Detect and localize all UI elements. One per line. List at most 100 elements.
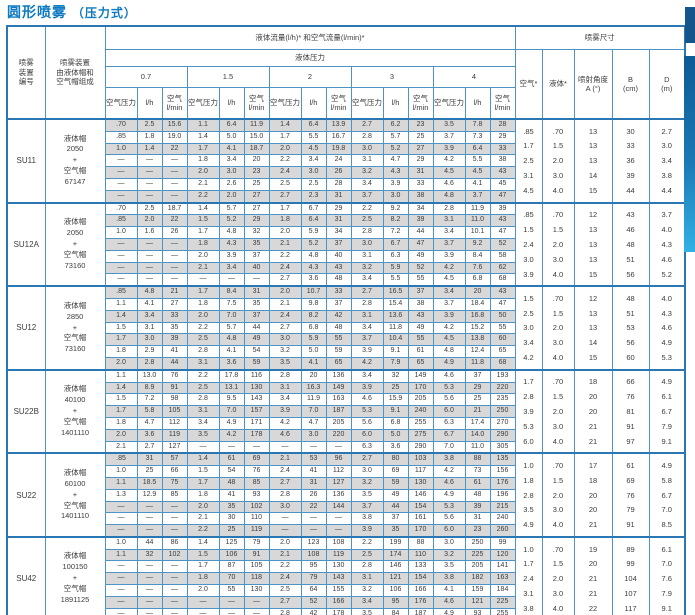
flow-value-cell: 6.7 (432, 428, 466, 442)
flow-value-cell: 43 (489, 285, 516, 299)
flow-value-cell: 43 (407, 309, 434, 323)
flow-value-cell: 7.6 (464, 261, 491, 275)
flow-value-cell: 154 (407, 572, 434, 586)
spray-dim-values: 1.0 1.8 2.8 3.5 4.9 (523, 460, 534, 530)
flow-value-cell: 73 (464, 465, 491, 478)
flow-value-cell: 2.2 (268, 560, 302, 574)
flow-value-cell: 3.8 (432, 572, 466, 586)
flow-value-cell: — (243, 595, 270, 609)
spray-dim-cell: .70 1.5 2.0 3.0 4.0 (541, 118, 575, 204)
flow-value-cell: 11.9 (464, 201, 491, 216)
flow-value-cell: 2.0 (104, 428, 138, 442)
flow-value-cell: 29 (243, 214, 270, 228)
flow-value-cell: 2.5 (136, 117, 163, 132)
flow-value-cell: 3.9 (218, 249, 245, 263)
flow-value-cell: 7.9 (382, 356, 409, 371)
flow-value-cell: — (161, 261, 188, 275)
flow-value-cell: 4.3 (300, 261, 327, 275)
flow-value-cell: 5.6 (432, 512, 466, 526)
flow-value-cell: 2.8 (186, 345, 220, 358)
flow-value-cell: 225 (489, 595, 516, 609)
flow-value-cell: 108 (300, 548, 327, 562)
flow-value-cell: 27 (407, 142, 434, 156)
spray-dim-values: 2.7 3.0 3.4 3.8 4.4 (661, 126, 672, 195)
flow-value-cell: — (161, 572, 188, 586)
flow-value-cell: 18.5 (136, 476, 163, 490)
flow-value-cell: 98 (161, 393, 188, 407)
flow-value-cell: 84 (382, 607, 409, 615)
flow-value-cell: 2.1 (186, 261, 220, 275)
flow-value-cell: 4.8 (218, 226, 245, 239)
flow-value-cell: 7.0 (218, 405, 245, 418)
flow-value-cell: 130 (243, 584, 270, 597)
table-row: 2.0 3.6 119 3.5 4.2 178 4.6 3.0 220 6.0 5.0 275 6.7 1… (7, 428, 685, 442)
flow-value-cell: 110 (243, 512, 270, 526)
flow-value-cell: 3.8 (432, 452, 466, 467)
flow-value-cell: 3.5 (350, 488, 384, 502)
flow-value-cell: 3.0 (136, 333, 163, 347)
flow-value-cell: 255 (489, 607, 516, 615)
table-row: 1.5 7.2 98 2.8 9.5 143 3.4 11.9 163 4.6 15.9 205 5.6… (7, 393, 685, 407)
flow-value-cell: 235 (489, 393, 516, 407)
flow-value-cell: 47 (489, 189, 516, 204)
spray-dim-values: 43 46 48 51 56 (626, 210, 635, 279)
flow-value-cell: 275 (407, 428, 434, 442)
flow-value-cell: 4.6 (432, 595, 466, 609)
flow-value-cell: — (136, 249, 163, 263)
flow-value-cell: 4.7 (382, 154, 409, 168)
flow-value-cell: 120 (489, 548, 516, 562)
flow-value-cell: 5.0 (300, 345, 327, 358)
flow-value-cell: 163 (325, 393, 352, 407)
flow-value-cell: 3.0 (300, 428, 327, 442)
spray-dim-cell: 30 33 36 39 44 (611, 118, 650, 204)
flow-value-cell: 2.5 (268, 584, 302, 597)
flow-value-cell: 5.5 (382, 273, 409, 287)
flow-value-cell: 1.5 (186, 465, 220, 478)
flow-value-cell: — (136, 572, 163, 586)
flow-value-cell: 9.8 (300, 297, 327, 311)
flow-value-cell: 18.7 (161, 201, 188, 216)
flow-value-cell: — (104, 261, 138, 275)
flow-value-cell: 1.3 (104, 488, 138, 502)
flow-value-cell: 6.0 (432, 524, 466, 538)
flow-value-cell: — (243, 607, 270, 615)
flow-value-cell: 6.0 (432, 405, 466, 418)
flow-value-cell: 119 (161, 428, 188, 442)
cap-assembly: 液体帽 2050 + 空气帽 73160 (44, 201, 106, 287)
flow-value-cell: 2.5 (268, 177, 302, 191)
flow-value-cell: 4.1 (218, 345, 245, 358)
table-row: 1.8 4.7 112 3.4 4.9 171 4.2 4.7 205 5.6 6.8 255 6.3 1… (7, 416, 685, 430)
flow-value-cell: — (136, 261, 163, 275)
flow-value-cell: 10.7 (300, 285, 327, 299)
flow-value-cell: 112 (325, 465, 352, 478)
flow-value-cell: 3.0 (218, 166, 245, 179)
header-dim-air: 空气* (514, 49, 543, 120)
sub-air-pressure: 空气压力 (104, 87, 138, 120)
flow-value-cell: 32 (136, 548, 163, 562)
pressure-4: 4 (432, 66, 516, 88)
flow-value-cell: 53 (300, 452, 327, 467)
flow-value-cell: 25 (464, 393, 491, 407)
flow-value-cell: 141 (489, 560, 516, 574)
flow-value-cell: 4.6 (432, 476, 466, 490)
spray-dim-values: 18 20 20 21 21 (588, 377, 598, 446)
table-row: 1.1 4.1 27 1.8 7.5 35 2.1 9.8 37 2.8 15.4 38 3.7 18.4… (7, 297, 685, 311)
flow-value-cell: 6.8 (382, 416, 409, 430)
flow-value-cell: 2.1 (268, 548, 302, 562)
sub-air-lmin: 空气 l/min (243, 87, 270, 120)
flow-value-cell: 205 (464, 560, 491, 574)
flow-value-cell: 6.3 (382, 249, 409, 263)
flow-value-cell: 35 (243, 297, 270, 311)
flow-value-cell: — (161, 524, 188, 538)
flow-value-cell: 39 (407, 214, 434, 228)
table-row: 1.5 3.1 35 2.2 5.7 44 2.7 6.8 48 3.4 11.8 49 4.2 15.2… (7, 321, 685, 335)
flow-value-cell: — (161, 607, 188, 615)
flow-value-cell: 23 (464, 524, 491, 538)
flow-value-cell: — (161, 177, 188, 191)
flow-value-cell: 193 (489, 368, 516, 383)
flow-value-cell: 4.6 (432, 177, 466, 191)
cap-assembly: 液体帽 100150 + 空气帽 1891125 (44, 535, 106, 615)
flow-value-cell: 9.1 (382, 405, 409, 418)
flow-value-cell: 3.4 (350, 273, 384, 287)
flow-value-cell: 3.1 (136, 321, 163, 335)
